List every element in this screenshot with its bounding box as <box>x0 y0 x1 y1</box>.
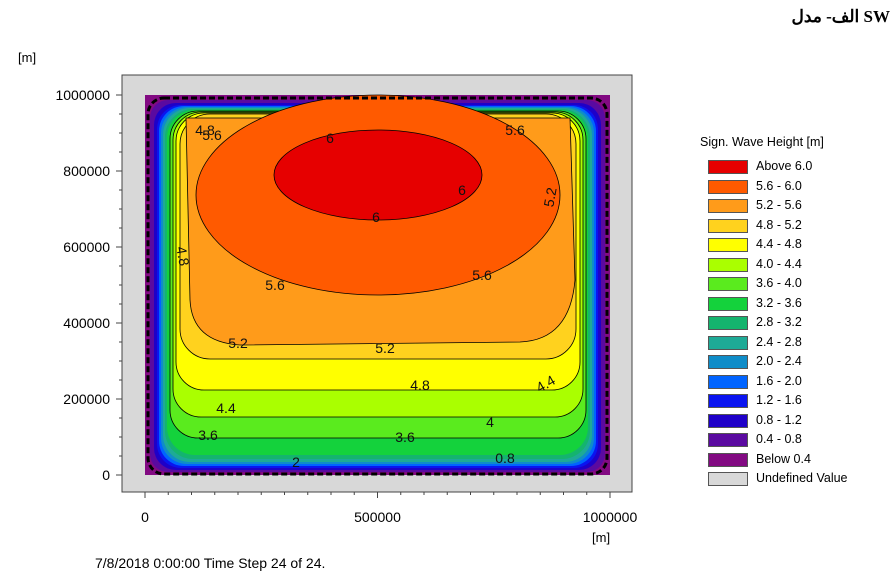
contour-label: 4.8 <box>410 377 430 393</box>
y-tick-label: 600000 <box>63 239 110 255</box>
legend-swatch <box>708 472 748 486</box>
band-above-6.0 <box>273 129 483 221</box>
x-tick-label: 0 <box>141 509 149 525</box>
contour-label: 5.6 <box>505 122 525 138</box>
contour-label: 5.6 <box>472 267 492 283</box>
legend-label: 2.8 - 3.2 <box>756 315 802 329</box>
contour-label: 6 <box>326 130 334 146</box>
legend-label: 2.4 - 2.8 <box>756 334 802 349</box>
figure-caption: الف- مدل SW <box>791 7 890 26</box>
legend-swatch <box>708 394 748 408</box>
contour-label: 5.2 <box>228 335 248 351</box>
legend-label: Undefined Value <box>756 471 848 485</box>
legend-swatch <box>708 433 748 447</box>
time-step-text: 7/8/2018 0:00:00 Time Step 24 of 24. <box>95 555 326 571</box>
legend-swatch <box>708 316 748 330</box>
legend-label: 1.6 - 2.0 <box>756 373 802 388</box>
legend-label: 0.4 - 0.8 <box>756 432 802 446</box>
legend-label: 0.8 - 1.2 <box>756 412 802 427</box>
y-tick-label: 800000 <box>63 163 110 179</box>
y-axis-unit: [m] <box>18 50 37 65</box>
legend-swatch <box>708 179 748 194</box>
legend-swatch <box>708 199 748 213</box>
legend-swatch <box>708 452 748 467</box>
contour-label: 5.2 <box>541 186 560 208</box>
contour-label: 4 <box>486 414 494 430</box>
boundary-contours <box>146 96 609 476</box>
legend-swatch <box>708 257 748 272</box>
contour-label: 5.6 <box>265 277 285 293</box>
contour-label: 4.8 <box>173 245 192 267</box>
legend-title: Sign. Wave Height [m] <box>700 135 824 149</box>
legend-label: 2.0 - 2.4 <box>756 354 802 368</box>
contour-label: 3.6 <box>395 429 415 445</box>
contour-label: 3.6 <box>198 427 218 443</box>
contour-label: 0.8 <box>495 450 515 466</box>
contour-label: 4.8 <box>195 122 215 138</box>
legend-label: 3.6 - 4.0 <box>756 276 802 290</box>
y-tick-label: 200000 <box>63 391 110 407</box>
legend-swatch <box>708 296 748 311</box>
legend-label: 5.2 - 5.6 <box>756 198 802 212</box>
legend-swatch <box>708 238 748 252</box>
legend-swatch <box>708 355 748 369</box>
legend-label: Above 6.0 <box>756 159 813 173</box>
legend-swatch <box>708 218 748 233</box>
contour-label: 4.4 <box>216 400 236 416</box>
legend-swatch <box>708 160 748 174</box>
legend-swatch <box>708 413 748 428</box>
legend-label: 3.2 - 3.6 <box>756 295 802 310</box>
contour-label: 2 <box>292 454 300 470</box>
x-axis-unit: [m] <box>592 530 611 545</box>
legend-swatch <box>708 335 748 350</box>
y-tick-label: 400000 <box>63 315 110 331</box>
x-tick-label: 500000 <box>354 509 401 525</box>
x-tick-label: 1000000 <box>583 509 638 525</box>
contour-label: 6 <box>372 209 380 225</box>
legend-swatch <box>708 374 748 389</box>
contour-label: 5.6 <box>202 127 222 143</box>
legend-label: 1.2 - 1.6 <box>756 393 802 407</box>
y-tick-label: 1000000 <box>55 87 110 103</box>
contour-label: 5.2 <box>375 340 395 356</box>
legend-swatch <box>708 277 748 291</box>
contour-label: 6 <box>458 182 466 198</box>
legend-label: 5.6 - 6.0 <box>756 178 802 193</box>
y-tick-label: 0 <box>102 467 110 483</box>
legend-label: 4.8 - 5.2 <box>756 217 802 232</box>
legend-label: 4.0 - 4.4 <box>756 256 802 271</box>
legend-label: Below 0.4 <box>756 451 811 466</box>
legend-label: 4.4 - 4.8 <box>756 237 802 251</box>
